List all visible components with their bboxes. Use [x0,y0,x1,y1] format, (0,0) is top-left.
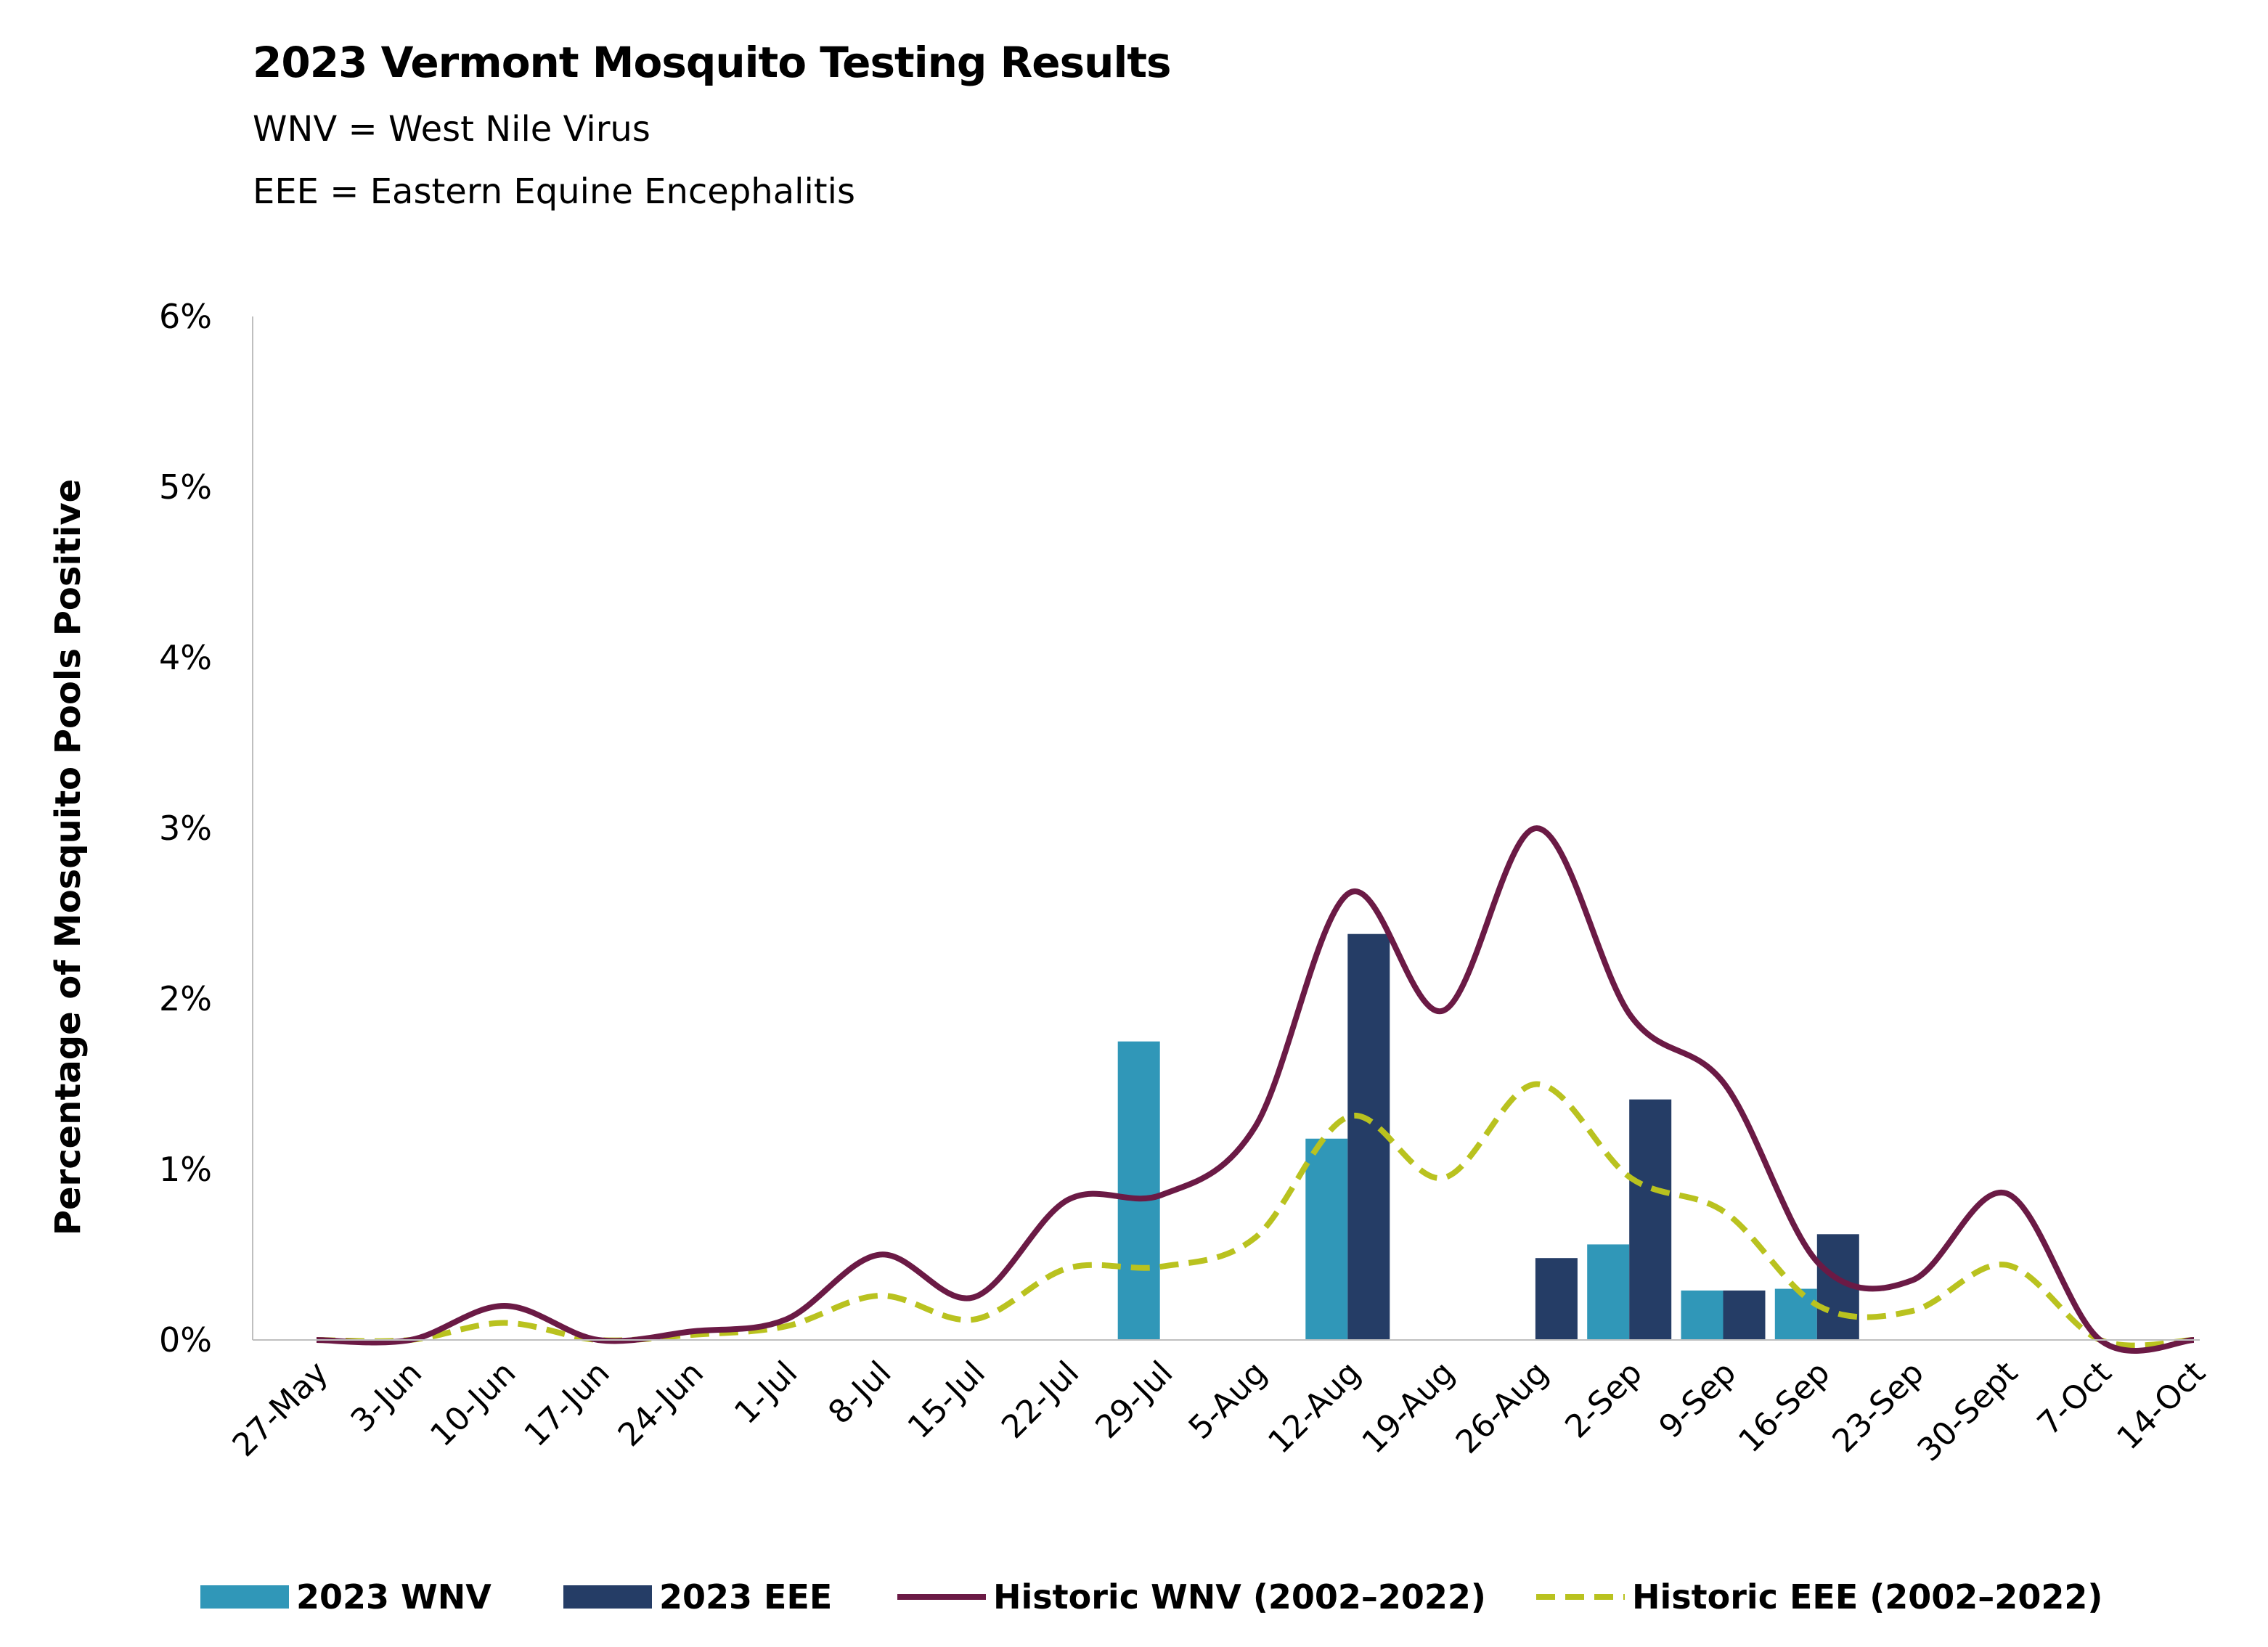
x-tick-label: 19-Aug [1355,1354,1461,1461]
line-historic-wnv [316,825,2195,1354]
x-tick-label: 9-Sep [1652,1354,1744,1446]
bar-eee-2023 [1535,1258,1578,1340]
x-tick-label: 17-Jun [517,1354,616,1454]
y-tick-label: 0% [159,1320,212,1360]
legend-item-eee-2023: 2023 EEE [563,1568,832,1626]
line-historic-eee [316,1081,2195,1349]
bar-eee-2023 [1629,1099,1672,1340]
bar-wnv-2023 [1587,1244,1630,1340]
x-tick-label: 14-Oct [2110,1354,2213,1458]
x-tick-label: 8-Jul [821,1354,898,1431]
legend-swatch-historic-eee [1536,1594,1625,1600]
x-tick-label: 26-Aug [1449,1354,1556,1461]
x-tick-label: 2-Sep [1558,1354,1649,1446]
bar-wnv-2023 [1774,1288,1817,1340]
chart-subtitle-wnv: WNV = West Nile Virus [253,109,650,150]
x-tick-label: 16-Sep [1731,1354,1837,1460]
y-tick-label: 1% [159,1150,212,1189]
chart-subtitle-eee: EEE = Eastern Equine Encephalitis [253,171,855,212]
x-tick-label: 22-Jul [995,1354,1086,1446]
legend-swatch-wnv-2023 [200,1585,289,1609]
bar-wnv-2023 [1681,1290,1724,1340]
legend-label: 2023 EEE [659,1577,833,1617]
x-tick-label: 5-Aug [1182,1354,1274,1447]
x-tick-label: 7-Oct [2031,1354,2119,1443]
legend-label: 2023 WNV [296,1577,491,1617]
y-tick-label: 5% [159,467,212,507]
bar-eee-2023 [1347,933,1390,1340]
chart-title: 2023 Vermont Mosquito Testing Results [253,38,1172,87]
legend-swatch-historic-wnv [897,1594,986,1600]
y-tick-label: 3% [159,809,212,848]
legend-swatch-eee-2023 [563,1585,652,1609]
x-tick-label: 10-Jun [423,1354,523,1454]
legend-label: Historic EEE (2002–2022) [1632,1577,2103,1617]
y-tick-label: 6% [159,297,212,336]
bar-wnv-2023 [1117,1041,1160,1340]
x-tick-label: 27-May [226,1354,335,1464]
legend-item-wnv-2023: 2023 WNV [200,1568,491,1626]
bar-wnv-2023 [1305,1138,1348,1340]
x-tick-label: 1-Jul [727,1354,804,1431]
x-tick-label: 12-Aug [1261,1354,1368,1461]
y-tick-labels: 0% 1% 2% 3% 4% 5% 6% [159,297,212,1360]
bars [1117,933,1859,1340]
bar-eee-2023 [1723,1290,1766,1340]
legend-item-historic-wnv: Historic WNV (2002–2022) [897,1568,1486,1626]
x-tick-label: 30-Sept [1910,1354,2025,1469]
legend-item-historic-eee: Historic EEE (2002–2022) [1536,1568,2102,1626]
x-tick-label: 24-Jun [611,1354,711,1454]
series-lines [316,825,2195,1354]
x-tick-label: 3-Jun [344,1354,429,1439]
x-tick-label: 15-Jul [901,1354,992,1446]
x-tick-label: 29-Jul [1088,1354,1180,1446]
chart-legend: 2023 WNV 2023 EEE Historic WNV (2002–202… [0,1568,2268,1626]
y-tick-label: 4% [159,638,212,677]
y-axis-label: Percentage of Mosquito Pools Positive [48,479,89,1235]
legend-label: Historic WNV (2002–2022) [993,1577,1486,1617]
y-tick-label: 2% [159,979,212,1018]
